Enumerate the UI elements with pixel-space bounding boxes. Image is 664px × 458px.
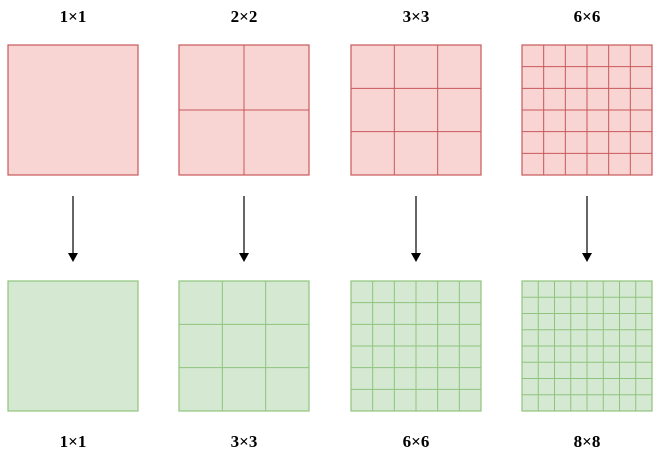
down-arrow-1 — [68, 196, 78, 262]
top-grid-label-2: 2×2 — [231, 7, 258, 26]
grid-square — [7, 44, 139, 176]
grid-square — [178, 280, 310, 412]
grid-square — [350, 44, 482, 176]
top-grid-2 — [178, 44, 310, 176]
top-grid-label-3: 3×3 — [403, 7, 430, 26]
down-arrow-2 — [239, 196, 249, 262]
column-3: 3×3 6×6 — [350, 7, 482, 451]
bottom-grid-1 — [7, 280, 139, 412]
top-grid-label-4: 6×6 — [574, 7, 601, 26]
column-4: 6×6 8×8 — [521, 7, 653, 451]
bottom-grid-4 — [521, 280, 653, 412]
column-2: 2×2 3×3 — [178, 7, 310, 451]
down-arrow-4 — [582, 196, 592, 262]
top-grid-label-1: 1×1 — [60, 7, 87, 26]
top-grid-3 — [350, 44, 482, 176]
top-grid-4 — [521, 44, 653, 176]
grid-square — [7, 280, 139, 412]
bottom-grid-2 — [178, 280, 310, 412]
down-arrow-3 — [411, 196, 421, 262]
bottom-grid-label-4: 8×8 — [574, 432, 601, 451]
bottom-grid-label-2: 3×3 — [231, 432, 258, 451]
top-grid-1 — [7, 44, 139, 176]
bottom-grid-label-3: 6×6 — [403, 432, 430, 451]
bottom-grid-3 — [350, 280, 482, 412]
bottom-grid-label-1: 1×1 — [60, 432, 87, 451]
column-1: 1×1 1×1 — [7, 7, 139, 451]
